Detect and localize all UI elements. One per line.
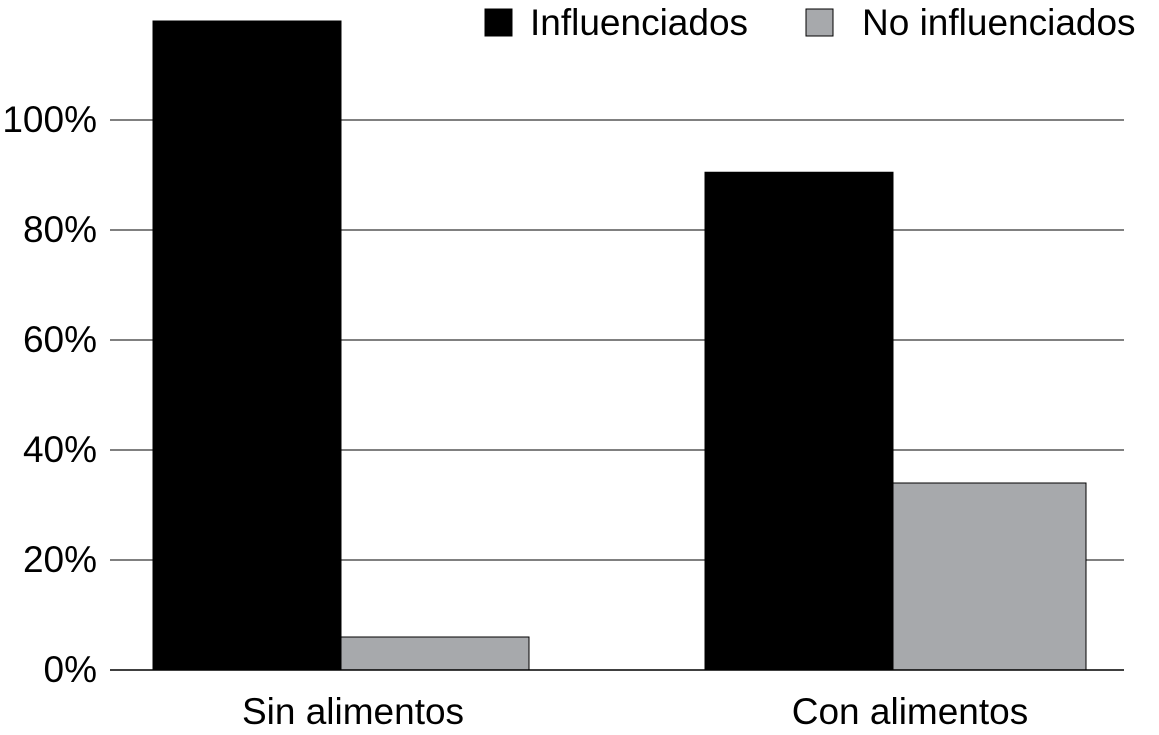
bar-influenciados-sin-alimentos xyxy=(152,20,342,671)
y-tick-label: 0% xyxy=(44,649,97,690)
bar-no-influenciados-con-alimentos xyxy=(892,482,1087,671)
x-axis-category-labels: Sin alimentos Con alimentos xyxy=(242,691,1028,732)
y-tick-label: 40% xyxy=(23,429,97,470)
y-tick-label: 100% xyxy=(2,99,97,140)
bar-no-influenciados-sin-alimentos xyxy=(340,636,530,671)
y-tick-label: 60% xyxy=(23,319,97,360)
legend: Influenciados No influenciados xyxy=(484,2,1136,43)
y-axis-tick-labels: 0% 20% 40% 60% 80% 100% xyxy=(2,99,97,690)
y-tick-label: 80% xyxy=(23,209,97,250)
x-category-label: Sin alimentos xyxy=(242,691,464,732)
y-tick-label: 20% xyxy=(23,539,97,580)
bars xyxy=(152,20,1087,671)
bar-influenciados-con-alimentos xyxy=(704,171,894,671)
legend-swatch xyxy=(805,8,834,37)
legend-label: Influenciados xyxy=(530,2,748,43)
legend-label: No influenciados xyxy=(862,2,1136,43)
legend-swatch xyxy=(484,8,513,37)
x-category-label: Con alimentos xyxy=(792,691,1029,732)
